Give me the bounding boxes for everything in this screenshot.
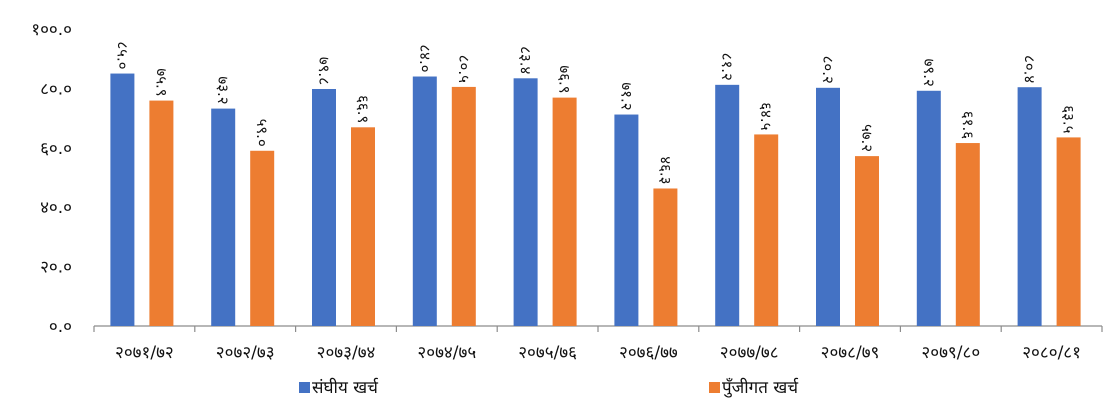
bar-federal-expenditure	[211, 108, 236, 326]
data-label: ६३.५	[1060, 105, 1078, 133]
bar-capital-expenditure	[250, 150, 275, 326]
x-category-label: २०७२/७३	[216, 343, 275, 363]
y-tick-label: ८०.०	[40, 79, 72, 99]
bar-capital-expenditure	[754, 134, 779, 326]
bar-capital-expenditure	[552, 97, 577, 327]
legend-swatch	[709, 382, 720, 393]
y-tick-label: ६०.०	[40, 139, 72, 159]
bar-federal-expenditure	[513, 78, 538, 326]
data-label: ५७.२	[858, 124, 876, 152]
data-label: ७६.९	[556, 65, 574, 93]
bar-federal-expenditure	[1017, 87, 1042, 326]
bar-federal-expenditure	[312, 88, 336, 326]
y-tick-label: ४०.०	[40, 198, 72, 218]
bar-capital-expenditure	[955, 143, 980, 326]
bar-capital-expenditure	[451, 86, 476, 326]
bar-federal-expenditure	[412, 76, 437, 327]
x-category-label: २०७९/८०	[921, 343, 980, 363]
bar-federal-expenditure	[614, 114, 639, 326]
x-category-label: २०८०/८१	[1022, 343, 1081, 363]
data-label: ७९.८	[315, 57, 333, 85]
legend-label: पुँजीगत खर्च	[722, 377, 799, 398]
data-label: ४६.३	[656, 156, 674, 184]
data-label: ६१.६	[959, 111, 977, 139]
x-category-label: २०७१/७२	[115, 343, 174, 363]
x-category-label: २०७४/७५	[417, 343, 476, 363]
x-category-label: २०७५/७६	[518, 343, 577, 363]
bar-federal-expenditure	[110, 73, 135, 326]
x-category-label: २०७८/७९	[821, 343, 880, 363]
x-category-label: २०७३/७४	[317, 343, 376, 363]
data-label: ८०.५	[455, 55, 473, 83]
x-category-label: २०७७/७८	[720, 343, 779, 363]
bar-capital-expenditure	[149, 100, 174, 327]
bar-capital-expenditure	[653, 188, 678, 326]
data-label: ८५.०	[113, 41, 131, 69]
data-label: ८३.४	[517, 46, 535, 74]
bar-capital-expenditure	[855, 156, 879, 326]
data-label: ८०.४	[1021, 55, 1039, 83]
data-label: ७९.२	[920, 59, 938, 87]
data-label: ६४.५	[757, 102, 775, 130]
data-label: ८४.०	[416, 44, 434, 72]
bar-federal-expenditure	[816, 87, 840, 326]
data-label: ७१.२	[617, 82, 635, 110]
y-tick-label: २०.०	[40, 258, 72, 278]
y-tick-label: ०.०	[49, 317, 72, 337]
data-label: ८१.२	[718, 53, 736, 81]
legend-swatch	[299, 382, 310, 393]
data-label: ७३.२	[214, 76, 232, 104]
y-tick-label: १००.०	[31, 20, 72, 40]
data-label: ५९.०	[253, 119, 271, 147]
legend-label: संघीय खर्च	[312, 377, 379, 398]
data-label: ८०.२	[819, 56, 837, 84]
bar-federal-expenditure	[715, 84, 740, 326]
bar-capital-expenditure	[351, 127, 375, 326]
data-label: ७५.९	[152, 68, 170, 96]
x-category-label: २०७६/७७	[619, 343, 678, 363]
bar-capital-expenditure	[1056, 137, 1081, 326]
bar-federal-expenditure	[916, 90, 941, 326]
data-label: ६६.९	[354, 95, 372, 123]
